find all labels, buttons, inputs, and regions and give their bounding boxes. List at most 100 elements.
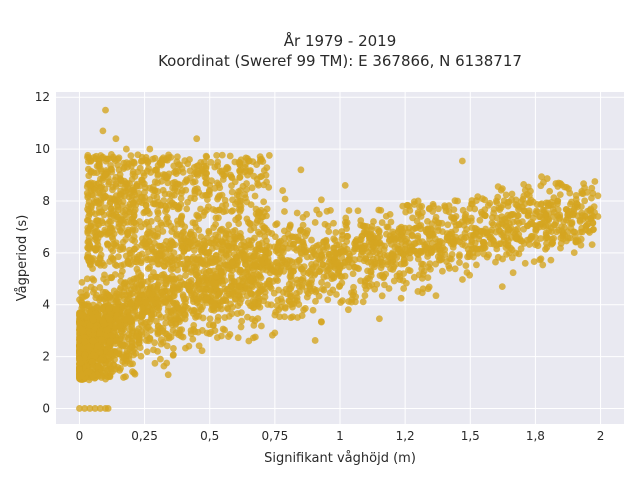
data-point [532,233,539,241]
data-point [515,205,522,213]
data-point [341,181,349,189]
data-point [109,256,117,263]
data-point [202,191,210,199]
data-point [568,219,576,226]
data-point [159,339,167,346]
data-point [251,300,259,308]
data-point [557,239,565,247]
data-point [169,179,177,187]
data-point [357,217,365,224]
y-tick-label: 2 [42,350,50,364]
data-point [459,276,466,283]
data-point [378,258,386,266]
data-point [308,236,315,244]
data-point [187,239,195,247]
data-point [228,259,236,266]
data-point [401,259,409,267]
data-point [328,275,336,283]
data-point [271,311,279,319]
data-point [326,289,334,297]
data-point [104,405,112,412]
data-point [143,324,151,331]
data-point [185,342,193,350]
data-point [383,230,390,238]
data-point [262,171,270,179]
data-point [281,195,289,203]
data-point [137,352,145,360]
data-point [154,328,162,336]
data-point [279,187,287,194]
data-point [366,275,373,283]
data-point [543,175,551,182]
data-point [84,229,92,237]
data-point [183,205,191,213]
data-point [154,207,162,215]
data-point [586,229,593,236]
data-point [487,240,495,248]
data-point [177,278,185,286]
data-point [112,135,120,143]
data-point [502,240,510,248]
data-point [521,259,529,267]
y-tick-label: 6 [42,246,50,260]
data-point [400,285,408,292]
data-point [227,171,234,179]
data-point [106,338,114,346]
data-point [101,364,109,372]
data-point [479,230,487,237]
data-point [237,234,245,242]
data-point [112,239,120,247]
data-point [225,230,233,238]
data-point [317,196,325,204]
data-point [163,359,171,367]
data-point [241,255,249,263]
data-point [117,176,125,184]
data-point [76,355,83,363]
y-tick-label: 8 [42,194,50,208]
data-point [481,206,489,214]
data-point [154,299,162,307]
data-point [89,275,96,283]
data-point [237,202,245,210]
data-point [228,182,235,190]
data-point [572,237,580,244]
data-point [359,298,367,306]
x-tick-label: 2 [597,429,605,443]
data-point [138,322,146,329]
data-point [531,241,539,248]
data-point [91,186,99,194]
data-point [282,285,290,293]
data-point [400,251,407,259]
x-tick-label: 1 [336,429,344,443]
data-point [567,200,574,208]
data-point [133,300,141,307]
data-point [449,214,456,222]
data-point [242,261,250,268]
data-point [197,233,205,241]
data-point [349,270,357,278]
data-point [202,296,209,304]
data-point [274,262,282,270]
data-point [101,226,109,234]
data-point [377,264,385,272]
data-point [447,228,455,236]
data-point [311,219,319,226]
data-point [144,159,152,167]
data-point [117,277,125,285]
data-point [324,222,332,230]
data-point [168,275,176,283]
data-point [549,239,557,247]
data-point [202,152,210,160]
data-point [225,333,232,341]
data-point [505,249,513,257]
data-point [86,181,94,189]
data-point [117,364,124,372]
data-point [213,272,220,280]
data-point [583,221,591,229]
data-point [293,289,300,297]
data-point [248,315,256,323]
data-point [465,249,473,257]
data-point [112,306,120,313]
data-point [78,278,86,286]
data-point [468,200,476,208]
